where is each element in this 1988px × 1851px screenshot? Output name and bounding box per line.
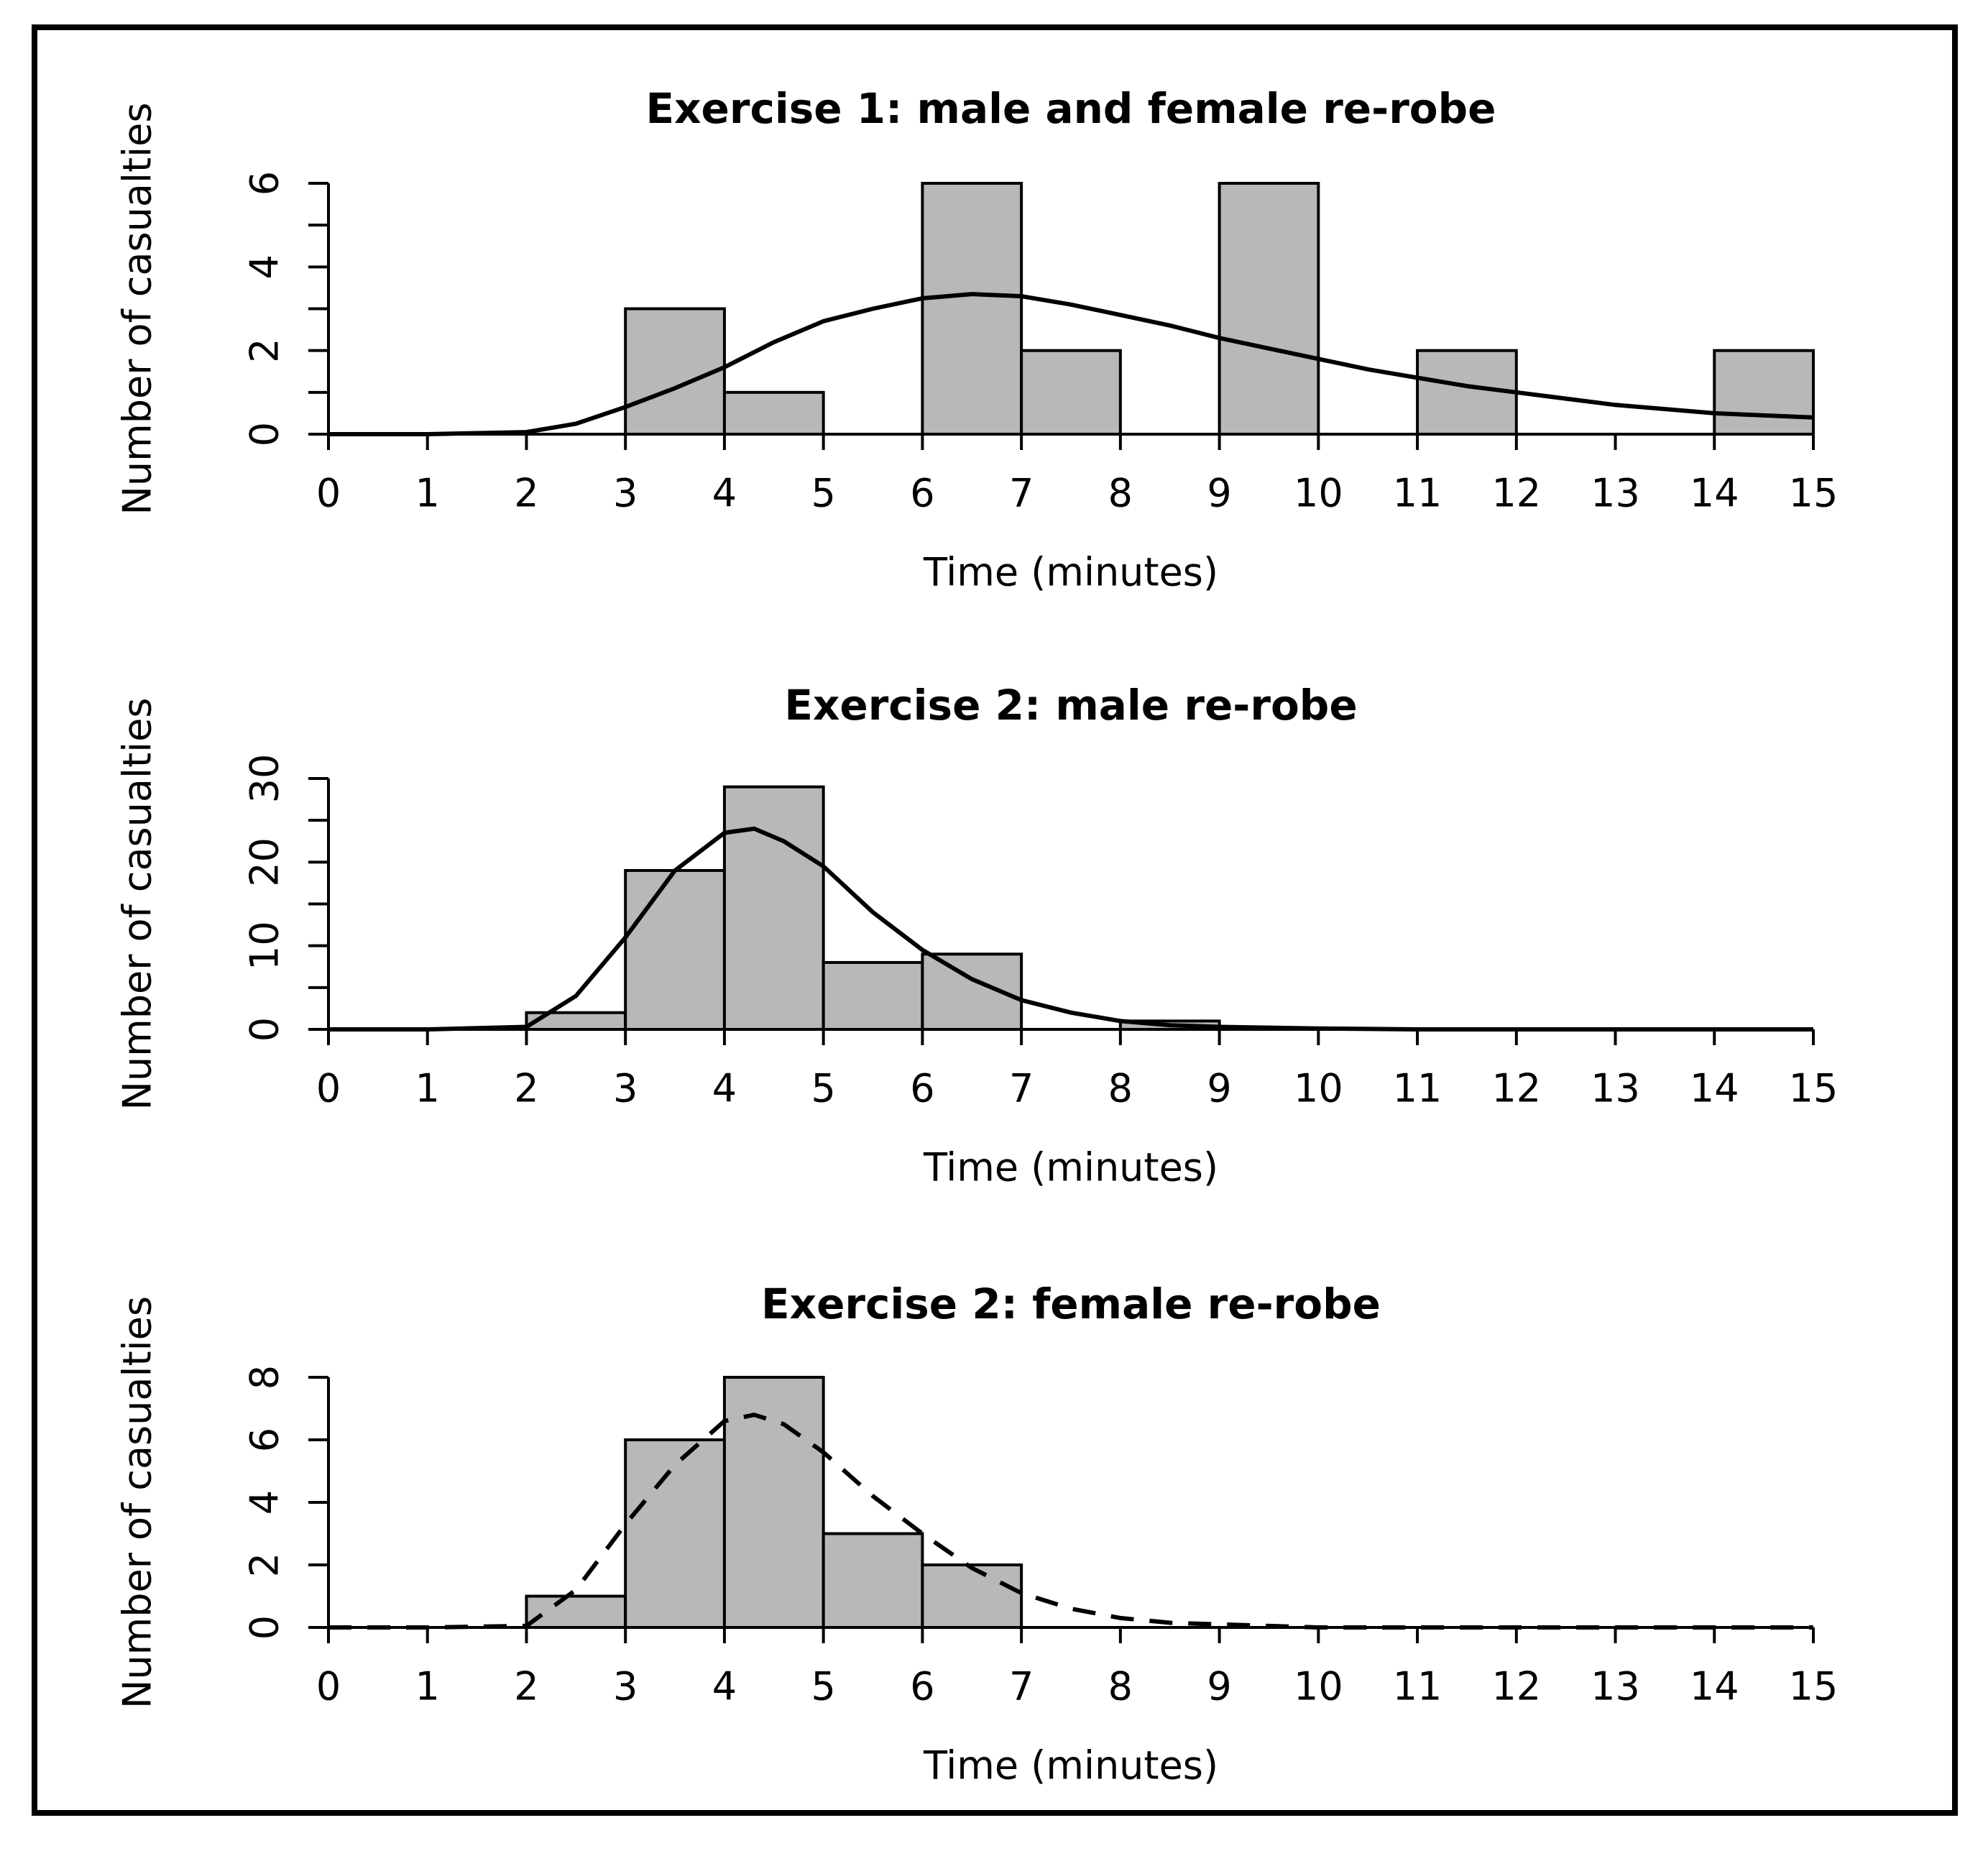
x-tick-label: 5 (811, 1066, 835, 1111)
y-tick-label: 10 (242, 921, 287, 970)
y-tick-label: 20 (242, 837, 287, 887)
x-tick-label: 12 (1491, 1664, 1541, 1709)
x-tick-label: 2 (514, 471, 538, 516)
x-tick-label: 10 (1294, 471, 1343, 516)
histogram-bar (624, 1438, 726, 1629)
x-axis-label: Time (minutes) (923, 550, 1218, 595)
y-tick-label: 4 (242, 254, 287, 279)
x-tick-label: 4 (712, 1066, 737, 1111)
histogram-bar (921, 952, 1023, 1032)
x-tick-label: 9 (1207, 1066, 1231, 1111)
x-tick-label: 10 (1294, 1664, 1343, 1709)
histogram-bar (722, 1376, 825, 1629)
x-tick-label: 8 (1108, 1066, 1133, 1111)
histogram-bar (1020, 349, 1122, 436)
y-tick-label: 0 (242, 1017, 287, 1042)
x-tick-label: 15 (1789, 1066, 1839, 1111)
x-tick-label: 13 (1591, 471, 1640, 516)
x-tick-label: 7 (1009, 471, 1034, 516)
fitted-curve (328, 826, 1813, 1032)
histogram-bar (921, 1563, 1023, 1629)
x-tick-label: 3 (613, 1066, 638, 1111)
x-tick-label: 14 (1690, 471, 1739, 516)
x-tick-label: 2 (514, 1664, 538, 1709)
x-tick-label: 14 (1690, 1664, 1739, 1709)
x-tick-label: 8 (1108, 471, 1133, 516)
histogram-bar (822, 960, 924, 1032)
x-tick-label: 9 (1207, 1664, 1231, 1709)
chart-title: Exercise 2: male re-robe (784, 681, 1357, 730)
histogram-bar (722, 390, 825, 436)
x-tick-label: 0 (316, 471, 341, 516)
x-tick-label: 12 (1491, 1066, 1541, 1111)
x-tick-label: 15 (1789, 1664, 1839, 1709)
y-tick-label: 2 (242, 338, 287, 362)
histogram-bar (1713, 349, 1815, 436)
histogram-bar (624, 868, 726, 1032)
histogram-bar (722, 785, 825, 1031)
x-tick-label: 9 (1207, 471, 1231, 516)
x-tick-label: 6 (910, 1066, 934, 1111)
y-tick-label: 0 (242, 422, 287, 446)
x-tick-label: 11 (1393, 471, 1442, 516)
x-tick-label: 7 (1009, 1066, 1034, 1111)
x-tick-label: 0 (316, 1066, 341, 1111)
y-tick-label: 6 (242, 171, 287, 196)
x-tick-label: 2 (514, 1066, 538, 1111)
x-axis-label: Time (minutes) (923, 1743, 1218, 1788)
histogram-bar (1218, 182, 1320, 436)
x-tick-label: 13 (1591, 1664, 1640, 1709)
x-tick-label: 3 (613, 471, 638, 516)
x-axis-label: Time (minutes) (923, 1145, 1218, 1190)
fitted-curve (328, 292, 1814, 436)
figure-frame (32, 24, 1958, 1816)
x-tick-label: 7 (1009, 1664, 1034, 1709)
x-tick-label: 6 (910, 1664, 934, 1709)
x-tick-label: 8 (1108, 1664, 1133, 1709)
x-tick-label: 10 (1294, 1066, 1343, 1111)
y-axis-label: Number of casualties (115, 1296, 160, 1709)
x-tick-label: 4 (712, 471, 737, 516)
x-tick-label: 5 (811, 1664, 835, 1709)
x-tick-label: 11 (1393, 1664, 1442, 1709)
x-tick-label: 14 (1690, 1066, 1739, 1111)
y-tick-label: 4 (242, 1490, 287, 1515)
histogram-bar (525, 1594, 627, 1629)
x-tick-label: 4 (712, 1664, 737, 1709)
x-tick-label: 1 (415, 1066, 440, 1111)
chart-title: Exercise 1: male and female re-robe (645, 84, 1496, 133)
x-tick-label: 12 (1491, 471, 1541, 516)
x-tick-label: 13 (1591, 1066, 1640, 1111)
fitted-curve (328, 1413, 1813, 1630)
x-tick-label: 1 (415, 471, 440, 516)
x-tick-label: 1 (415, 1664, 440, 1709)
y-tick-label: 30 (242, 754, 287, 804)
y-axis-label: Number of casualties (115, 697, 160, 1110)
x-tick-label: 0 (316, 1664, 341, 1709)
y-tick-label: 8 (242, 1365, 287, 1390)
x-tick-label: 15 (1789, 471, 1839, 516)
y-axis-label: Number of casualties (115, 102, 160, 515)
x-tick-label: 11 (1393, 1066, 1442, 1111)
x-tick-label: 6 (910, 471, 934, 516)
y-tick-label: 2 (242, 1553, 287, 1577)
histogram-bar (822, 1532, 924, 1629)
x-tick-label: 5 (811, 471, 835, 516)
x-tick-label: 3 (613, 1664, 638, 1709)
y-tick-label: 6 (242, 1428, 287, 1452)
y-tick-label: 0 (242, 1615, 287, 1640)
chart-title: Exercise 2: female re-robe (761, 1280, 1381, 1328)
histogram-bar (921, 182, 1023, 436)
